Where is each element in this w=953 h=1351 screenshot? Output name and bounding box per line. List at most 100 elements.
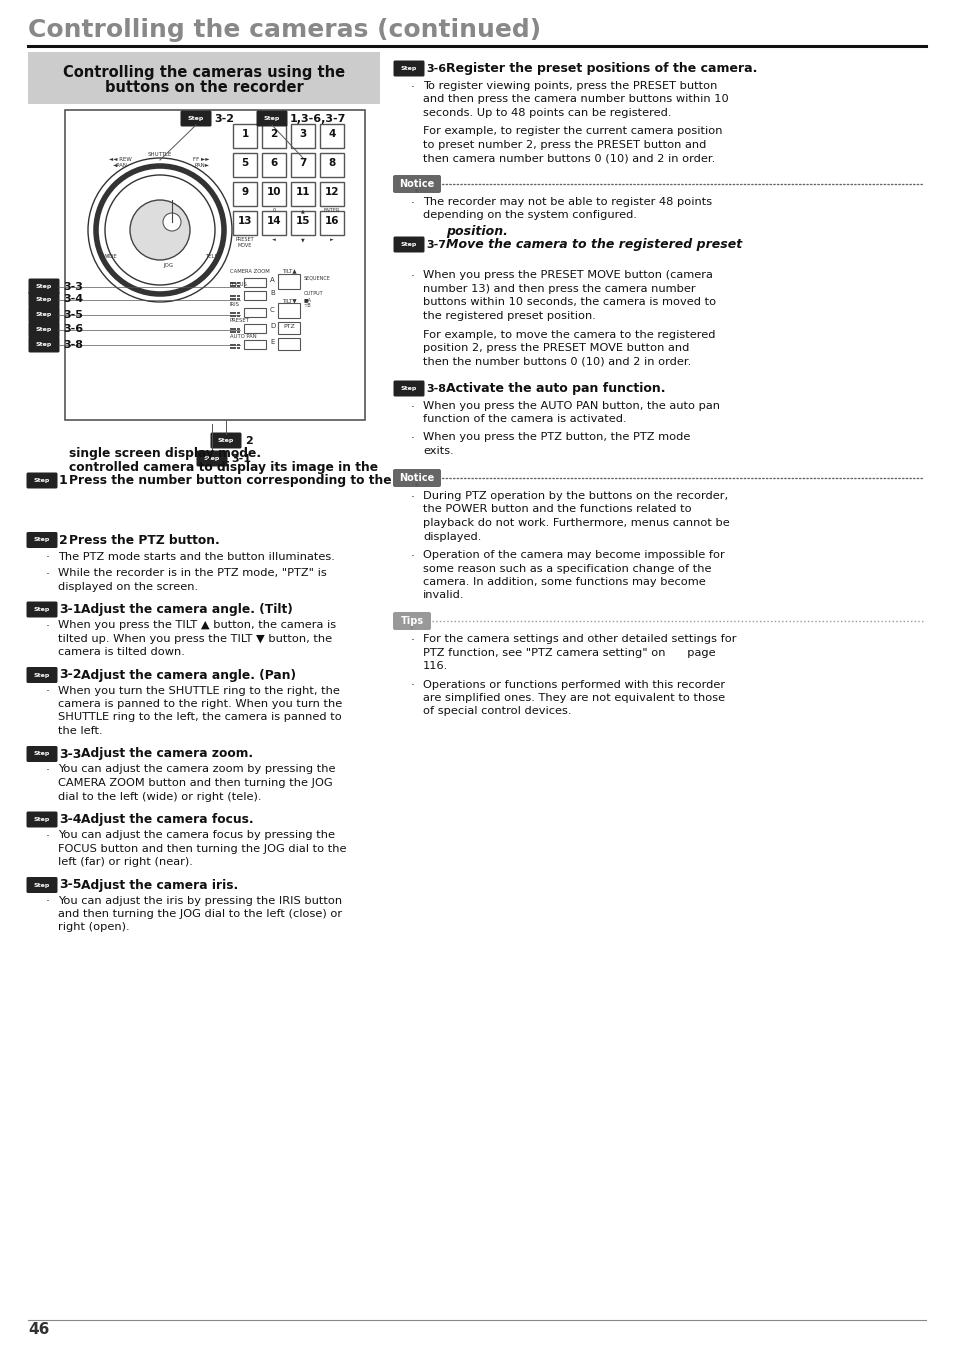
Text: position 2, press the PRESET MOVE button and: position 2, press the PRESET MOVE button… [422, 343, 689, 353]
Text: ·: · [46, 551, 50, 565]
Text: Step: Step [36, 312, 52, 317]
Text: 15: 15 [295, 216, 310, 226]
Bar [291, 153, 314, 177]
Text: ·: · [411, 432, 415, 444]
Bar [277, 303, 299, 317]
Text: exits.: exits. [422, 446, 454, 455]
Text: 8: 8 [328, 158, 335, 168]
Text: and then turning the JOG dial to the left (close) or: and then turning the JOG dial to the lef… [58, 909, 342, 919]
Text: You can adjust the camera focus by pressing the: You can adjust the camera focus by press… [58, 830, 335, 840]
FancyBboxPatch shape [196, 450, 227, 466]
Text: You can adjust the iris by pressing the IRIS button: You can adjust the iris by pressing the … [58, 896, 342, 905]
Text: ·: · [411, 401, 415, 413]
Bar [291, 211, 314, 235]
Bar [233, 315, 236, 317]
Text: camera. In addition, some functions may become: camera. In addition, some functions may … [422, 577, 705, 586]
Text: 14: 14 [267, 216, 281, 226]
Text: Step: Step [34, 882, 51, 888]
Text: Notice: Notice [399, 473, 435, 484]
Bar [230, 295, 233, 297]
Text: A: A [270, 277, 274, 282]
Text: 3-7: 3-7 [426, 239, 446, 250]
Text: the POWER button and the functions related to: the POWER button and the functions relat… [422, 504, 691, 515]
Bar [233, 182, 256, 205]
Text: ENTER: ENTER [323, 208, 340, 213]
Text: PTZ function, see "PTZ camera setting" on      page: PTZ function, see "PTZ camera setting" o… [422, 647, 715, 658]
Bar [244, 278, 266, 286]
Text: 12: 12 [324, 186, 339, 197]
Text: Activate the auto pan function.: Activate the auto pan function. [446, 382, 665, 394]
Text: While the recorder is in the PTZ mode, "PTZ" is: While the recorder is in the PTZ mode, "… [58, 567, 327, 578]
Bar [233, 312, 236, 313]
FancyBboxPatch shape [29, 292, 59, 308]
Text: ▲: ▲ [301, 208, 305, 213]
Bar [244, 340, 266, 349]
FancyBboxPatch shape [29, 322, 59, 338]
Bar [233, 346, 236, 349]
Text: ▾: ▾ [410, 626, 414, 631]
Bar [233, 331, 236, 332]
Text: 3-2: 3-2 [59, 669, 81, 681]
Text: camera is panned to the right. When you turn the: camera is panned to the right. When you … [58, 698, 342, 709]
Text: ·: · [411, 197, 415, 209]
Text: Adjust the camera zoom.: Adjust the camera zoom. [81, 747, 253, 761]
Text: Register the preset positions of the camera.: Register the preset positions of the cam… [446, 62, 757, 76]
FancyBboxPatch shape [27, 812, 57, 828]
Text: 13: 13 [237, 216, 252, 226]
Text: 3-8: 3-8 [426, 384, 446, 393]
Text: 9: 9 [241, 186, 249, 197]
Text: some reason such as a specification change of the: some reason such as a specification chan… [422, 563, 711, 574]
Text: 3-6: 3-6 [426, 63, 446, 73]
FancyBboxPatch shape [27, 746, 57, 762]
Text: number 13) and then press the camera number: number 13) and then press the camera num… [422, 284, 695, 295]
Bar [236, 312, 240, 313]
Text: AUTO PAN: AUTO PAN [230, 334, 256, 339]
Text: ·: · [411, 270, 415, 284]
Text: When you press the PRESET MOVE button (camera: When you press the PRESET MOVE button (c… [422, 270, 712, 281]
FancyBboxPatch shape [211, 432, 241, 449]
Bar [236, 346, 240, 349]
Text: The recorder may not be able to register 48 points: The recorder may not be able to register… [422, 197, 711, 207]
Text: ·: · [411, 680, 415, 693]
Text: 1: 1 [241, 128, 249, 139]
Bar [233, 295, 236, 297]
Text: Operations or functions performed with this recorder: Operations or functions performed with t… [422, 680, 724, 689]
Text: 3-2: 3-2 [213, 113, 233, 123]
Text: ·: · [46, 765, 50, 777]
Text: 3-3: 3-3 [63, 281, 83, 292]
FancyBboxPatch shape [393, 176, 440, 193]
Text: FOCUS: FOCUS [230, 282, 248, 286]
Text: Step: Step [36, 284, 52, 289]
Text: WIDE: WIDE [103, 254, 117, 259]
Bar [233, 281, 236, 284]
Text: Step: Step [400, 66, 416, 72]
Text: invalid.: invalid. [422, 590, 464, 600]
Text: buttons on the recorder: buttons on the recorder [105, 81, 303, 96]
Text: FF ►► 
PAN►: FF ►► PAN► [193, 157, 211, 168]
FancyBboxPatch shape [29, 336, 59, 353]
Text: For example, to move the camera to the registered: For example, to move the camera to the r… [422, 330, 715, 339]
Text: 3-5: 3-5 [59, 878, 81, 892]
Bar [277, 338, 299, 350]
Text: single screen display mode.: single screen display mode. [69, 447, 261, 459]
Text: Step: Step [34, 607, 51, 612]
Text: tilted up. When you press the TILT ▼ button, the: tilted up. When you press the TILT ▼ but… [58, 634, 332, 643]
Text: then the number buttons 0 (10) and 2 in order.: then the number buttons 0 (10) and 2 in … [422, 357, 691, 366]
Bar [233, 285, 236, 286]
Circle shape [130, 200, 190, 259]
Text: Step: Step [36, 297, 52, 303]
Bar [291, 124, 314, 149]
FancyBboxPatch shape [29, 307, 59, 323]
Bar [236, 327, 240, 330]
Text: 3-3: 3-3 [59, 747, 81, 761]
Bar [244, 324, 266, 332]
Text: Adjust the camera focus.: Adjust the camera focus. [81, 813, 253, 825]
Text: Controlling the cameras using the: Controlling the cameras using the [63, 65, 345, 81]
Text: 2: 2 [245, 435, 253, 446]
Bar [262, 182, 286, 205]
Text: Step: Step [34, 751, 51, 757]
Text: When you press the TILT ▲ button, the camera is: When you press the TILT ▲ button, the ca… [58, 620, 335, 630]
Bar [262, 211, 286, 235]
Text: seconds. Up to 48 points can be registered.: seconds. Up to 48 points can be register… [422, 108, 671, 118]
Text: ▼: ▼ [301, 236, 305, 242]
